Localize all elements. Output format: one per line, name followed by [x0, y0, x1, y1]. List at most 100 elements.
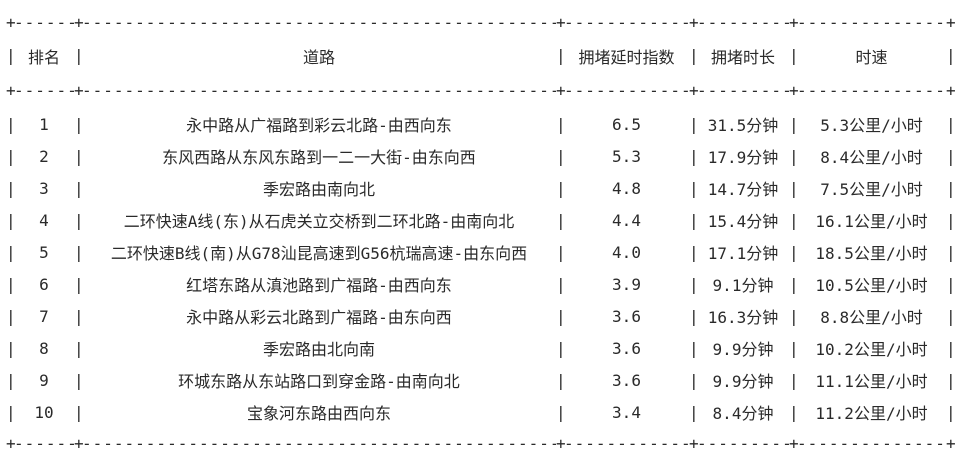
- border-dashes: ----------------------------------------…: [82, 433, 556, 453]
- column-separator: |: [556, 274, 566, 294]
- border-corner: +: [789, 12, 799, 32]
- table-row: | 10 | 宝象河东路由西向东 | 3.4 | 8.4分钟 | 11.2公里/…: [6, 396, 956, 428]
- border-corner: +: [689, 81, 699, 100]
- border-dashes: ----------------------------------------…: [797, 81, 946, 100]
- column-separator: |: [6, 338, 16, 358]
- column-separator: |: [74, 114, 84, 134]
- cell-congestion-duration: 31.5分钟: [707, 116, 779, 135]
- border-dashes: ----------------------------------------…: [82, 81, 556, 100]
- cell-congestion-index: 3.6: [612, 306, 641, 326]
- column-separator: |: [789, 306, 799, 326]
- column-separator: |: [789, 338, 799, 358]
- cell-congestion-index: 4.8: [612, 178, 641, 198]
- border-corner: +: [689, 12, 699, 32]
- column-separator: |: [74, 274, 84, 294]
- cell-rank: 10: [34, 402, 54, 422]
- column-separator: |: [556, 178, 566, 198]
- cell-rank: 4: [39, 210, 49, 230]
- cell-road: 红塔东路从滇池路到广福路-由西向东: [186, 276, 452, 295]
- column-separator: |: [6, 178, 16, 198]
- cell-congestion-index: 3.6: [612, 370, 641, 390]
- header-congestion-duration: 拥堵时长: [710, 47, 775, 67]
- border-corner: +: [6, 81, 16, 100]
- cell-speed: 8.8公里/小时: [820, 308, 923, 327]
- cell-rank: 3: [39, 178, 49, 198]
- cell-rank: 9: [39, 370, 49, 390]
- border-dashes: ----------------------------------------…: [14, 81, 74, 100]
- border-corner: +: [556, 433, 566, 453]
- column-separator: |: [689, 210, 699, 230]
- column-separator: |: [74, 338, 84, 358]
- column-separator: |: [556, 114, 566, 134]
- border-corner: +: [689, 433, 699, 453]
- table-row: | 7 | 永中路从彩云北路到广福路-由东向西 | 3.6 | 16.3分钟 |…: [6, 300, 956, 332]
- cell-road: 宝象河东路由西向东: [246, 404, 391, 423]
- cell-congestion-duration: 9.9分钟: [712, 372, 774, 391]
- border-corner: +: [946, 12, 956, 32]
- header-speed: 时速: [855, 47, 888, 67]
- column-separator: |: [946, 146, 956, 166]
- cell-road: 永中路从彩云北路到广福路-由东向西: [186, 308, 452, 327]
- border-corner: +: [74, 12, 84, 32]
- border-corner: +: [789, 81, 799, 100]
- cell-congestion-duration: 17.1分钟: [707, 244, 779, 263]
- border-dashes: ----------------------------------------…: [564, 12, 689, 32]
- cell-speed: 11.2公里/小时: [815, 404, 928, 423]
- column-separator: |: [556, 306, 566, 326]
- border-corner: +: [74, 81, 84, 100]
- column-separator: |: [946, 178, 956, 198]
- column-separator: |: [74, 242, 84, 262]
- column-separator: |: [946, 210, 956, 230]
- cell-road: 永中路从广福路到彩云北路-由西向东: [186, 116, 452, 135]
- column-separator: |: [789, 46, 799, 65]
- border-corner: +: [6, 12, 16, 32]
- border-dashes: ----------------------------------------…: [564, 81, 689, 100]
- cell-road: 东风西路从东风东路到一二一大街-由东向西: [162, 148, 476, 167]
- border-dashes: ----------------------------------------…: [697, 12, 789, 32]
- column-separator: |: [789, 210, 799, 230]
- table-row: | 5 | 二环快速B线(南)从G78汕昆高速到G56杭瑞高速-由东向西 | 4…: [6, 236, 956, 268]
- cell-speed: 5.3公里/小时: [820, 116, 923, 135]
- column-separator: |: [6, 370, 16, 390]
- cell-rank: 6: [39, 274, 49, 294]
- column-separator: |: [556, 210, 566, 230]
- column-separator: |: [789, 242, 799, 262]
- border-dashes: ----------------------------------------…: [82, 12, 556, 32]
- column-separator: |: [946, 306, 956, 326]
- cell-congestion-duration: 8.4分钟: [712, 404, 774, 423]
- column-separator: |: [6, 114, 16, 134]
- cell-congestion-index: 3.6: [612, 338, 641, 358]
- column-separator: |: [689, 338, 699, 358]
- column-separator: |: [74, 210, 84, 230]
- cell-speed: 18.5公里/小时: [815, 244, 928, 263]
- column-separator: |: [556, 338, 566, 358]
- column-separator: |: [689, 370, 699, 390]
- cell-road: 二环快速A线(东)从石虎关立交桥到二环北路-由南向北: [123, 212, 515, 231]
- column-separator: |: [789, 178, 799, 198]
- column-separator: |: [6, 46, 16, 65]
- cell-rank: 7: [39, 306, 49, 326]
- cell-congestion-index: 3.4: [612, 402, 641, 422]
- table-row: | 6 | 红塔东路从滇池路到广福路-由西向东 | 3.9 | 9.1分钟 | …: [6, 268, 956, 300]
- border-dashes: ----------------------------------------…: [797, 433, 946, 453]
- column-separator: |: [789, 370, 799, 390]
- cell-congestion-index: 3.9: [612, 274, 641, 294]
- column-separator: |: [946, 46, 956, 65]
- column-separator: |: [6, 274, 16, 294]
- cell-speed: 10.5公里/小时: [815, 276, 928, 295]
- column-separator: |: [946, 338, 956, 358]
- cell-congestion-index: 5.3: [612, 146, 641, 166]
- column-separator: |: [6, 402, 16, 422]
- table-body: | 1 | 永中路从广福路到彩云北路-由西向东 | 6.5 | 31.5分钟 |…: [6, 108, 956, 428]
- cell-congestion-duration: 15.4分钟: [707, 212, 779, 231]
- column-separator: |: [74, 146, 84, 166]
- cell-speed: 7.5公里/小时: [820, 180, 923, 199]
- column-separator: |: [946, 370, 956, 390]
- border-corner: +: [556, 81, 566, 100]
- border-corner: +: [946, 433, 956, 453]
- table-row: | 9 | 环城东路从东站路口到穿金路-由南向北 | 3.6 | 9.9分钟 |…: [6, 364, 956, 396]
- column-separator: |: [6, 210, 16, 230]
- border-dashes: ----------------------------------------…: [14, 12, 74, 32]
- cell-speed: 11.1公里/小时: [815, 372, 928, 391]
